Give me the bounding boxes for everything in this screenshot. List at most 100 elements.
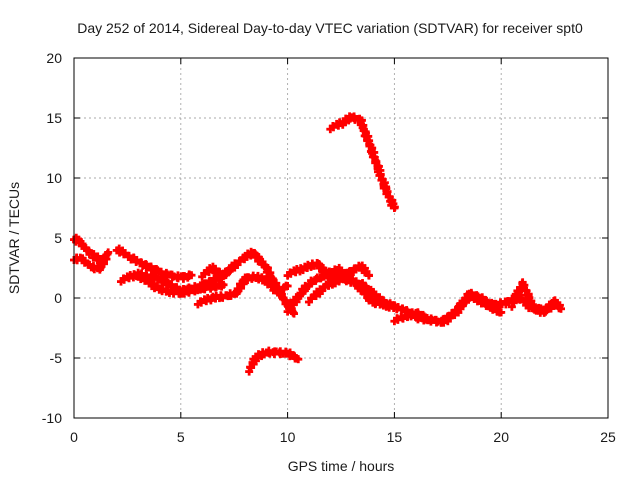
grid-lines — [74, 58, 608, 418]
data-point — [116, 277, 125, 286]
data-point — [281, 347, 290, 356]
data-point — [392, 305, 401, 314]
data-point — [521, 286, 530, 295]
data-point — [129, 254, 138, 263]
y-tick-label: -10 — [42, 410, 62, 426]
data-point — [508, 298, 517, 307]
data-point — [398, 304, 407, 313]
data-point — [354, 284, 363, 293]
data-point — [299, 266, 308, 275]
data-point — [361, 127, 370, 136]
data-point — [461, 294, 470, 303]
data-point — [237, 284, 246, 293]
data-point — [153, 282, 162, 291]
data-point — [76, 237, 85, 246]
data-point — [130, 270, 139, 279]
data-point — [482, 297, 491, 306]
data-point — [525, 293, 534, 302]
data-point — [267, 282, 276, 291]
data-point — [288, 307, 297, 316]
series-track-7: 5.8, -0.46.5, 07.2, 0.27.6, 0.48, 1.68.5… — [193, 271, 292, 309]
data-point — [557, 304, 566, 313]
data-point — [352, 277, 361, 286]
data-point — [225, 267, 234, 276]
data-point — [157, 267, 166, 276]
data-point — [169, 289, 178, 298]
data-point — [137, 258, 146, 267]
y-axis-label: SDTVAR / TECUs — [6, 182, 22, 294]
data-point — [446, 313, 455, 322]
data-point — [150, 272, 159, 281]
data-point — [459, 298, 468, 307]
data-point — [294, 355, 303, 364]
data-point — [190, 284, 199, 293]
y-tick-label: 0 — [54, 290, 62, 306]
data-point — [218, 293, 227, 302]
data-point — [78, 240, 87, 249]
data-point — [318, 286, 327, 295]
axis-tick-labels: 0 5 10 15 20 25 -10 -5 0 5 10 15 20 — [42, 50, 616, 445]
data-point — [491, 299, 500, 308]
data-point — [390, 204, 399, 212]
x-tick-label: 25 — [600, 429, 616, 445]
data-point — [370, 148, 379, 157]
x-tick-label: 20 — [493, 429, 509, 445]
data-point — [258, 258, 267, 267]
data-point — [404, 309, 413, 318]
data-point — [142, 270, 151, 279]
x-tick-label: 0 — [70, 429, 78, 445]
data-point — [276, 287, 285, 296]
data-point — [81, 243, 90, 252]
data-point — [286, 269, 295, 278]
data-point — [124, 252, 133, 261]
data-point — [329, 123, 338, 132]
data-point — [185, 288, 194, 297]
data-point — [81, 257, 90, 266]
data-point — [315, 260, 324, 269]
data-point — [158, 284, 167, 293]
data-point — [360, 290, 369, 299]
data-point — [233, 260, 242, 269]
data-point — [432, 315, 441, 324]
data-point — [507, 302, 516, 311]
data-point — [281, 299, 290, 308]
data-point — [329, 277, 338, 286]
data-point — [219, 280, 228, 289]
data-point — [515, 287, 524, 296]
data-point — [254, 350, 263, 359]
data-point — [193, 300, 202, 309]
data-point — [78, 254, 87, 263]
data-point — [326, 125, 335, 134]
data-point — [376, 171, 385, 180]
data-point — [215, 267, 224, 276]
data-point — [398, 314, 407, 323]
data-point — [142, 275, 151, 284]
data-point — [330, 267, 339, 276]
data-point — [249, 355, 258, 364]
series-track-15: 20.5, -0.621, 1.221.5, -0.822, -1.222.5,… — [507, 278, 566, 317]
data-point — [341, 114, 350, 123]
data-point — [296, 264, 305, 273]
series-track-8: 8.2, -68.5, -59, -4.510, -4.610.5, -5.1 — [245, 346, 303, 376]
data-point — [307, 294, 316, 303]
data-point — [101, 252, 110, 261]
data-point — [163, 285, 172, 294]
data-points: 0, 50.3, 4.60.6, 41, 3.41.4, 30, 3.30.4,… — [70, 112, 566, 376]
data-point — [132, 255, 141, 264]
data-point — [309, 261, 318, 270]
data-point — [294, 294, 303, 303]
data-point — [115, 248, 124, 257]
data-point — [290, 309, 299, 318]
data-point — [153, 266, 162, 275]
data-point — [246, 363, 255, 372]
data-point — [164, 278, 173, 287]
data-point — [291, 267, 300, 276]
data-point — [99, 259, 108, 268]
data-point — [451, 306, 460, 315]
data-point — [217, 282, 226, 291]
data-point — [382, 188, 391, 197]
data-point — [358, 266, 367, 275]
y-tick-label: 15 — [46, 110, 62, 126]
data-point — [200, 270, 209, 279]
data-point — [162, 280, 171, 289]
